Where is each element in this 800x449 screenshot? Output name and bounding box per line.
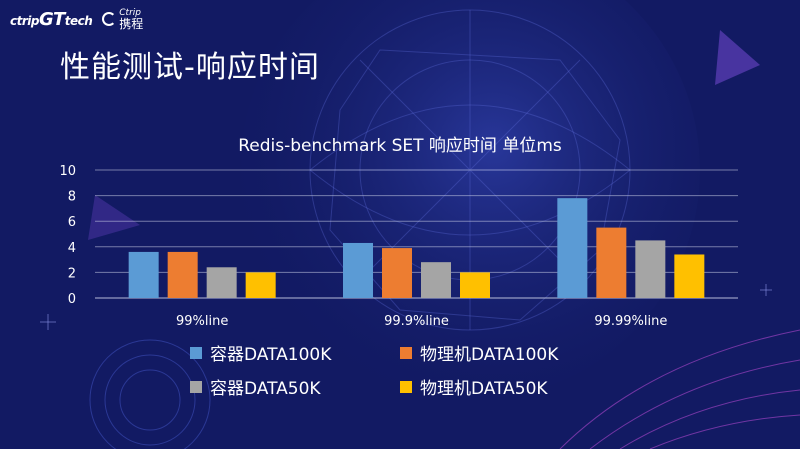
- bar: [206, 267, 237, 298]
- y-tick-label: 10: [59, 164, 76, 179]
- bar: [460, 272, 490, 298]
- bar: [635, 240, 666, 298]
- ctrip-logo-cn: 携程: [119, 16, 144, 31]
- ctrip-logo: Ctrip 携程: [102, 7, 144, 31]
- legend-label: 容器DATA100K: [210, 345, 332, 365]
- y-tick-label: 4: [68, 241, 76, 256]
- bar: [167, 251, 198, 298]
- legend-swatch: [400, 380, 412, 393]
- bar: [245, 272, 276, 298]
- bar: [674, 254, 705, 298]
- bar: [596, 227, 627, 298]
- legend-swatch: [190, 346, 202, 359]
- legend-label: 容器DATA50K: [210, 379, 321, 399]
- x-category-label: 99.99%line: [594, 314, 667, 329]
- legend-swatch: [400, 346, 412, 359]
- legend-item: 容器DATA50K: [190, 374, 321, 399]
- ctrip-tech-logo: ctripGTtech: [10, 8, 93, 30]
- bar: [557, 198, 588, 298]
- legend-label: 物理机DATA50K: [420, 379, 548, 399]
- x-category-label: 99%line: [176, 314, 228, 329]
- y-tick-label: 6: [68, 215, 76, 230]
- bar: [128, 251, 159, 298]
- legend-label: 物理机DATA100K: [420, 345, 559, 365]
- header-logos: ctripGTtech Ctrip 携程: [10, 8, 143, 30]
- chart-title: Redis-benchmark SET 响应时间 单位ms: [238, 136, 562, 156]
- ctrip-logo-en: Ctrip: [119, 7, 141, 18]
- legend-item: 容器DATA100K: [190, 340, 331, 365]
- slide-title: 性能测试-响应时间: [60, 50, 320, 85]
- legend-swatch: [190, 380, 202, 393]
- y-tick-label: 8: [68, 190, 76, 205]
- ctrip-mark-icon: [102, 12, 117, 26]
- y-tick-label: 2: [68, 266, 76, 281]
- bar: [421, 262, 451, 298]
- y-tick-label: 0: [68, 292, 76, 307]
- bar: [382, 248, 412, 298]
- legend-item: 物理机DATA50K: [400, 374, 548, 399]
- x-category-label: 99.9%line: [384, 314, 449, 329]
- bar: [343, 242, 373, 298]
- legend-item: 物理机DATA100K: [400, 340, 558, 365]
